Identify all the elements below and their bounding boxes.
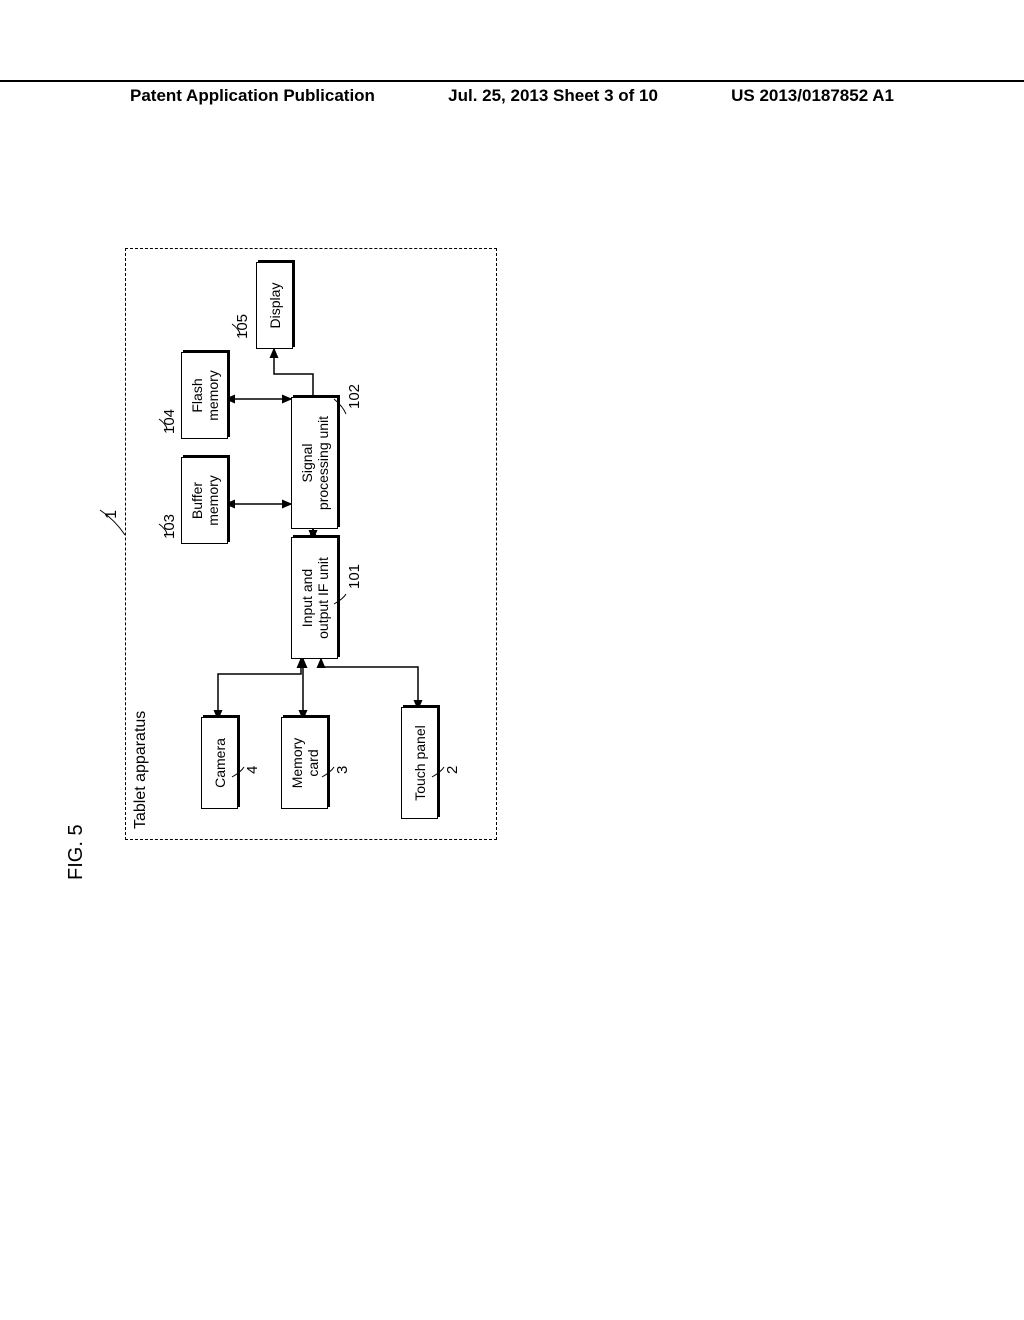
label-memory-card: Memory card: [289, 738, 321, 789]
label-io-unit: Input and output IF unit: [299, 557, 331, 639]
block-io-unit: Input and output IF unit: [291, 537, 338, 659]
label-signal-proc: Signal processing unit: [299, 416, 331, 510]
label-camera: Camera: [212, 738, 228, 788]
figure-label: FIG. 5: [65, 824, 88, 880]
block-display: Display: [256, 262, 293, 349]
header-left: Patent Application Publication: [130, 86, 375, 106]
header-right: US 2013/0187852 A1: [731, 86, 894, 106]
label-buffer-mem: Buffer memory: [189, 475, 221, 526]
block-flash-mem: Flash memory: [181, 352, 228, 439]
label-flash-mem: Flash memory: [189, 370, 221, 421]
block-signal-proc: Signal processing unit: [291, 397, 338, 529]
label-display: Display: [267, 283, 283, 329]
diagram-area: FIG. 5 Tablet apparatus Camera 4 Memory …: [125, 460, 725, 840]
label-touch-panel: Touch panel: [412, 725, 428, 801]
block-buffer-mem: Buffer memory: [181, 457, 228, 544]
page-header: Patent Application Publication Jul. 25, …: [0, 80, 1024, 106]
header-center: Jul. 25, 2013 Sheet 3 of 10: [448, 86, 658, 106]
tablet-apparatus-container: Tablet apparatus Camera 4 Memory card 3 …: [125, 248, 497, 840]
block-memory-card: Memory card: [281, 717, 328, 809]
